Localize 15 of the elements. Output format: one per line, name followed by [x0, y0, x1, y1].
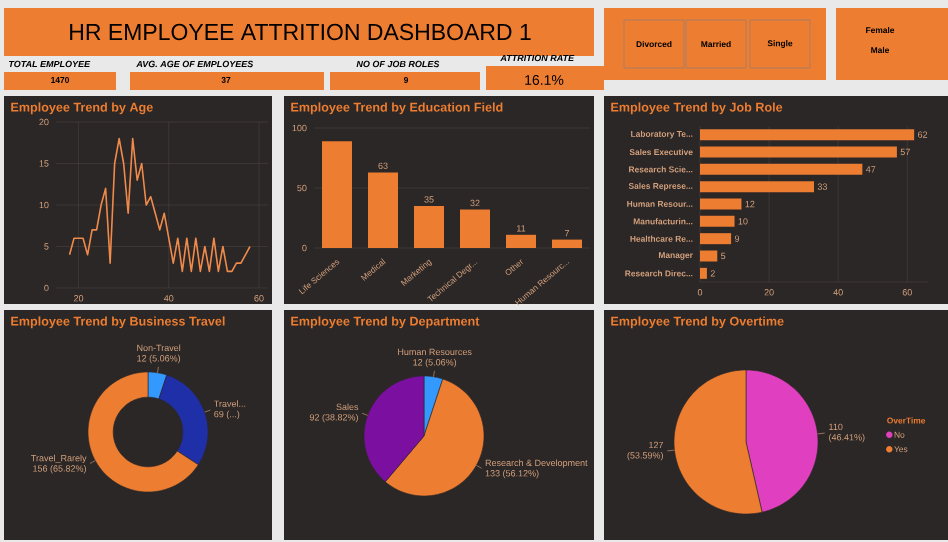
bar — [700, 267, 707, 279]
text: HR EMPLOYEE ATTRITION DASHBOARD 1 — [70, 23, 531, 41]
bar — [700, 163, 863, 175]
bar — [700, 215, 735, 227]
bar — [700, 146, 897, 158]
bar — [700, 129, 915, 141]
bar — [322, 141, 352, 248]
bar — [506, 234, 536, 248]
bar — [700, 198, 742, 210]
bar — [700, 233, 732, 245]
bar — [368, 172, 398, 248]
bar — [552, 239, 582, 248]
bar — [414, 206, 444, 248]
bar — [700, 181, 814, 193]
bar — [460, 209, 490, 248]
